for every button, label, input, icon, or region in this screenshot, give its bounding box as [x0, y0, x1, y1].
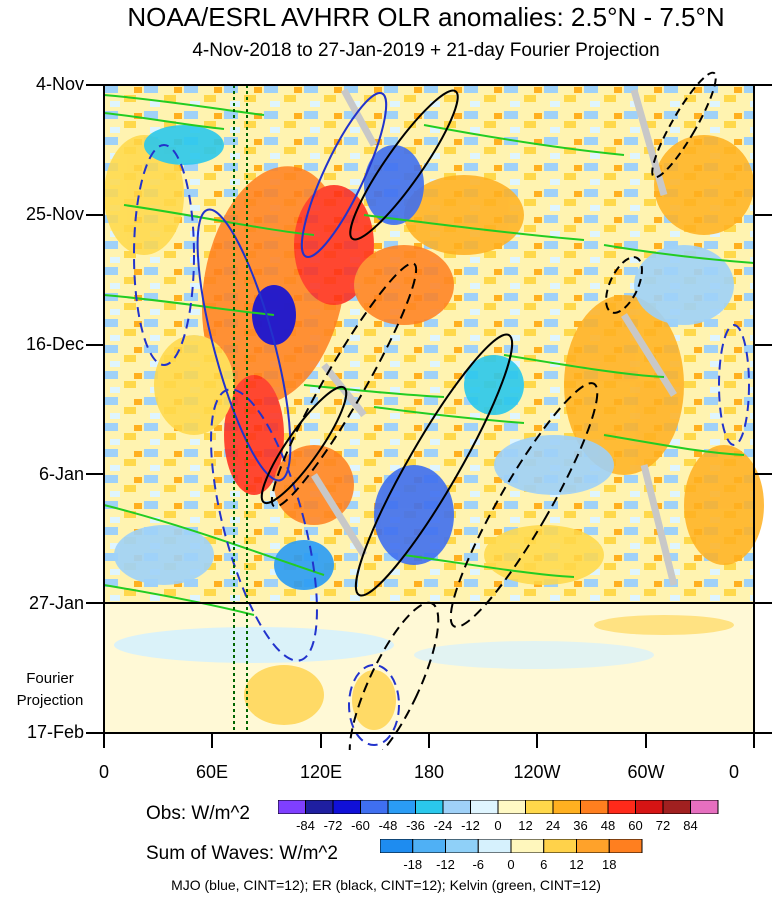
obs-colorbar-tick-label: 24	[545, 818, 561, 833]
y-tick-label-3: 6-Jan	[38, 464, 84, 484]
waves-colorbar-swatch	[412, 839, 446, 853]
x-tick-label-6: 0	[728, 762, 739, 782]
obs-colorbar-tick-label: -24	[433, 818, 453, 833]
y-tick-label-0: 4-Nov	[35, 74, 84, 94]
waves-colorbar	[380, 839, 643, 853]
obs-colorbar-swatch	[305, 800, 334, 814]
waves-colorbar-swatch	[576, 839, 610, 853]
chart-subtitle: 4-Nov-2018 to 27-Jan-2019 + 21-day Fouri…	[192, 40, 660, 61]
waves-colorbar-swatch	[543, 839, 577, 853]
x-tick-label-5: 60W	[627, 762, 665, 782]
y-tick-label-4: 27-Jan	[28, 593, 84, 613]
obs-colorbar-swatch	[580, 800, 609, 814]
x-tick-label-3: 180	[413, 762, 445, 782]
waves-colorbar-swatch	[608, 839, 643, 853]
waves-colorbar-tick-label: 6	[540, 857, 548, 872]
waves-colorbar-tick-label: -6	[472, 857, 485, 872]
waves-colorbar-tick-label: -12	[436, 857, 455, 872]
x-tick-label-4: 120W	[513, 762, 561, 782]
obs-colorbar-swatch	[360, 800, 389, 814]
y-tick-label-1: 25-Nov	[25, 204, 84, 224]
obs-colorbar-tick-label: 12	[518, 818, 533, 833]
waves-colorbar-title: Sum of Waves: W/m^2	[146, 843, 338, 864]
projection-label-line1: Fourier	[26, 670, 74, 687]
mjo-contours	[133, 91, 750, 746]
obs-colorbar-swatch	[332, 800, 361, 814]
x-tick-label-0: 0	[98, 762, 109, 782]
projection-label: Fourier Projection	[2, 668, 98, 712]
obs-colorbar-swatch	[497, 800, 526, 814]
obs-colorbar-swatch	[470, 800, 499, 814]
x-tick-label-2: 120E	[299, 762, 343, 782]
obs-colorbar-tick-label: -48	[378, 818, 398, 833]
obs-colorbar-swatch	[635, 800, 664, 814]
obs-colorbar-tick-label: -84	[296, 818, 315, 833]
obs-colorbar	[278, 800, 719, 814]
x-tick-label-1: 60E	[195, 762, 229, 782]
obs-colorbar-tick-label: -72	[323, 818, 343, 833]
waves-colorbar-swatch	[510, 839, 545, 853]
projection-label-line2: Projection	[16, 692, 84, 709]
obs-colorbar-swatch	[278, 800, 306, 814]
waves-colorbar-tick-label: 18	[602, 857, 617, 872]
waves-colorbar-tick-label: -18	[403, 857, 423, 872]
obs-colorbar-swatch	[607, 800, 636, 814]
y-tick-label-5: 17-Feb	[26, 722, 84, 742]
obs-colorbar-tick-label: -36	[406, 818, 425, 833]
obs-colorbar-swatch	[415, 800, 444, 814]
obs-colorbar-swatch	[525, 800, 554, 814]
obs-colorbar-title: Obs: W/m^2	[146, 803, 250, 824]
obs-colorbar-tick-label: -12	[461, 818, 480, 833]
contour-legend-footer: MJO (blue, CINT=12); ER (black, CINT=12)…	[171, 877, 601, 893]
y-tick-label-2: 16-Dec	[25, 334, 84, 354]
obs-colorbar-tick-label: 72	[655, 818, 671, 833]
obs-colorbar-tick-label: 60	[628, 818, 643, 833]
obs-colorbar-swatch	[552, 800, 581, 814]
waves-colorbar-swatch	[477, 839, 512, 853]
waves-colorbar-tick-label: 12	[569, 857, 584, 872]
chart-title: NOAA/ESRL AVHRR OLR anomalies: 2.5°N - 7…	[127, 2, 725, 32]
waves-colorbar-tick-label: 0	[507, 857, 515, 872]
obs-colorbar-swatch	[442, 800, 471, 814]
obs-colorbar-tick-label: 36	[573, 818, 588, 833]
obs-colorbar-swatch	[690, 800, 719, 814]
obs-colorbar-tick-label: 0	[494, 818, 502, 833]
obs-colorbar-tick-label: 84	[683, 818, 698, 833]
hovmoller-plot	[86, 71, 772, 750]
obs-colorbar-swatch	[662, 800, 691, 814]
obs-colorbar-tick-label: -60	[351, 818, 370, 833]
waves-colorbar-swatch	[380, 839, 414, 853]
waves-colorbar-swatch	[445, 839, 479, 853]
obs-colorbar-tick-label: 48	[600, 818, 616, 833]
obs-colorbar-swatch	[387, 800, 416, 814]
